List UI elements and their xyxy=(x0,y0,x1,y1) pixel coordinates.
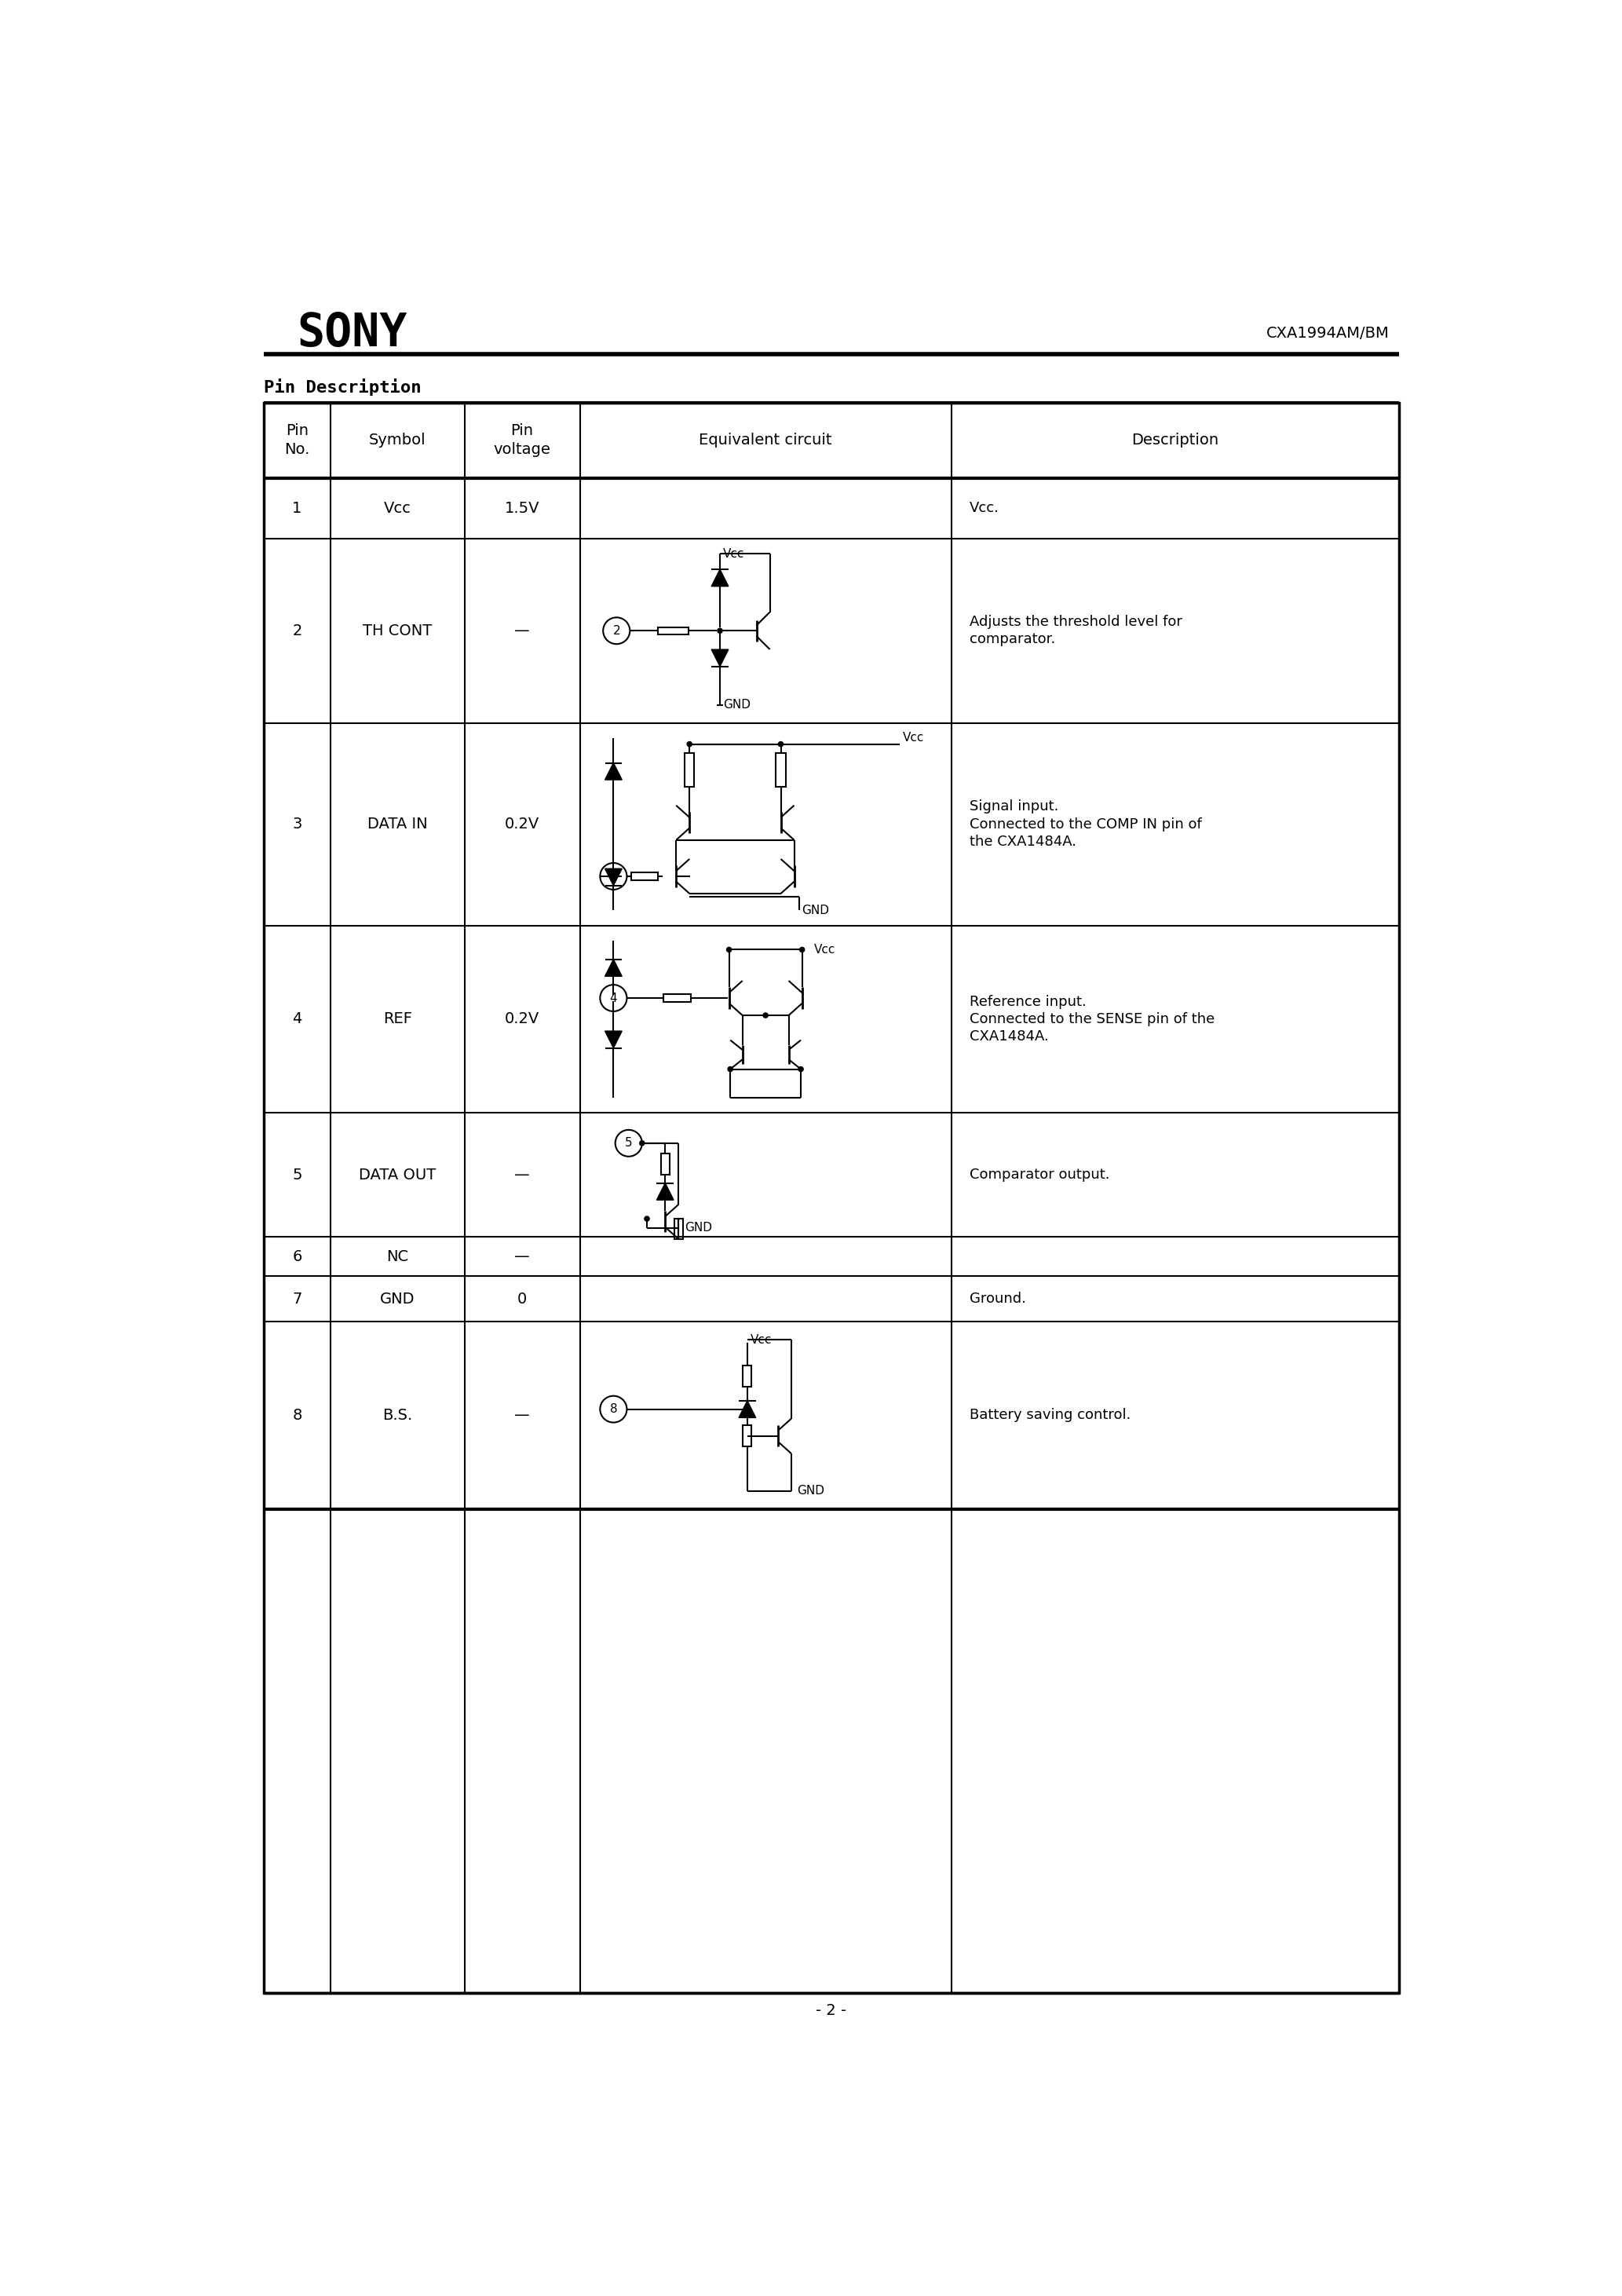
Circle shape xyxy=(779,742,783,746)
Text: GND: GND xyxy=(723,698,751,712)
Text: Vcc: Vcc xyxy=(384,501,410,517)
Text: NC: NC xyxy=(386,1249,409,1265)
Circle shape xyxy=(728,1068,733,1072)
Bar xyxy=(775,753,785,788)
Text: Vcc: Vcc xyxy=(902,732,925,744)
Text: Ground.: Ground. xyxy=(970,1293,1025,1306)
Polygon shape xyxy=(605,868,621,886)
Text: 0.2V: 0.2V xyxy=(504,817,540,831)
Text: Vcc: Vcc xyxy=(723,549,744,560)
Circle shape xyxy=(644,1217,649,1221)
Text: 5: 5 xyxy=(624,1137,633,1148)
Text: 8: 8 xyxy=(610,1403,618,1414)
Text: 3: 3 xyxy=(292,817,302,831)
Text: 1.5V: 1.5V xyxy=(504,501,540,517)
Text: 4: 4 xyxy=(292,1013,302,1026)
Text: Pin Description: Pin Description xyxy=(264,379,422,395)
Text: 7: 7 xyxy=(292,1290,302,1306)
Polygon shape xyxy=(605,762,621,781)
Text: CXA1994AM/BM: CXA1994AM/BM xyxy=(1267,326,1388,340)
Text: 6: 6 xyxy=(292,1249,302,1265)
Text: 0: 0 xyxy=(517,1290,527,1306)
Circle shape xyxy=(762,1013,767,1017)
Text: 8: 8 xyxy=(292,1407,302,1424)
Text: Equivalent circuit: Equivalent circuit xyxy=(699,434,832,448)
Polygon shape xyxy=(712,569,728,585)
Circle shape xyxy=(798,1068,803,1072)
Bar xyxy=(264,402,1398,1993)
Text: Symbol: Symbol xyxy=(368,434,427,448)
Text: Vcc: Vcc xyxy=(751,1334,772,1345)
Text: Signal input.
Connected to the COMP IN pin of
the CXA1484A.: Signal input. Connected to the COMP IN p… xyxy=(970,799,1202,850)
Text: 1: 1 xyxy=(292,501,302,517)
Text: GND: GND xyxy=(684,1221,712,1233)
Text: Vcc: Vcc xyxy=(814,944,835,955)
Text: TH CONT: TH CONT xyxy=(363,622,431,638)
Polygon shape xyxy=(657,1182,673,1201)
Circle shape xyxy=(688,742,693,746)
Bar xyxy=(743,1426,751,1446)
Polygon shape xyxy=(738,1401,756,1417)
Text: DATA OUT: DATA OUT xyxy=(358,1166,436,1182)
Circle shape xyxy=(639,1141,644,1146)
Text: - 2 -: - 2 - xyxy=(816,2004,847,2018)
Text: 5: 5 xyxy=(292,1166,302,1182)
Text: Reference input.
Connected to the SENSE pin of the
CXA1484A.: Reference input. Connected to the SENSE … xyxy=(970,994,1215,1045)
Text: Description: Description xyxy=(1132,434,1218,448)
Text: 4: 4 xyxy=(610,992,618,1003)
Bar xyxy=(663,994,691,1001)
Text: GND: GND xyxy=(796,1486,824,1497)
Polygon shape xyxy=(712,650,728,666)
Text: 2: 2 xyxy=(613,625,620,636)
Text: —: — xyxy=(514,1407,530,1424)
Text: 2: 2 xyxy=(292,622,302,638)
Text: Battery saving control.: Battery saving control. xyxy=(970,1407,1131,1421)
Text: 0.2V: 0.2V xyxy=(504,1013,540,1026)
Text: DATA IN: DATA IN xyxy=(367,817,428,831)
Text: Vcc.: Vcc. xyxy=(970,501,999,514)
Text: B.S.: B.S. xyxy=(383,1407,412,1424)
Polygon shape xyxy=(605,1031,621,1047)
Circle shape xyxy=(744,1407,749,1412)
Text: SONY: SONY xyxy=(297,310,407,356)
Circle shape xyxy=(800,948,805,953)
Bar xyxy=(684,753,694,788)
Bar xyxy=(631,872,659,879)
Bar xyxy=(660,1153,670,1176)
Text: Adjusts the threshold level for
comparator.: Adjusts the threshold level for comparat… xyxy=(970,615,1182,647)
Bar xyxy=(743,1366,751,1387)
Text: Comparator output.: Comparator output. xyxy=(970,1169,1109,1182)
Text: Pin
No.: Pin No. xyxy=(284,422,310,457)
Text: GND: GND xyxy=(380,1290,415,1306)
Text: —: — xyxy=(514,622,530,638)
Text: —: — xyxy=(514,1249,530,1265)
Circle shape xyxy=(717,629,722,634)
Text: GND: GND xyxy=(801,905,829,916)
Bar xyxy=(659,627,689,634)
Text: —: — xyxy=(514,1166,530,1182)
Polygon shape xyxy=(605,960,621,976)
Text: 3: 3 xyxy=(610,870,618,882)
Text: Pin
voltage: Pin voltage xyxy=(493,422,551,457)
Circle shape xyxy=(727,948,732,953)
Text: REF: REF xyxy=(383,1013,412,1026)
Bar xyxy=(675,1219,683,1240)
